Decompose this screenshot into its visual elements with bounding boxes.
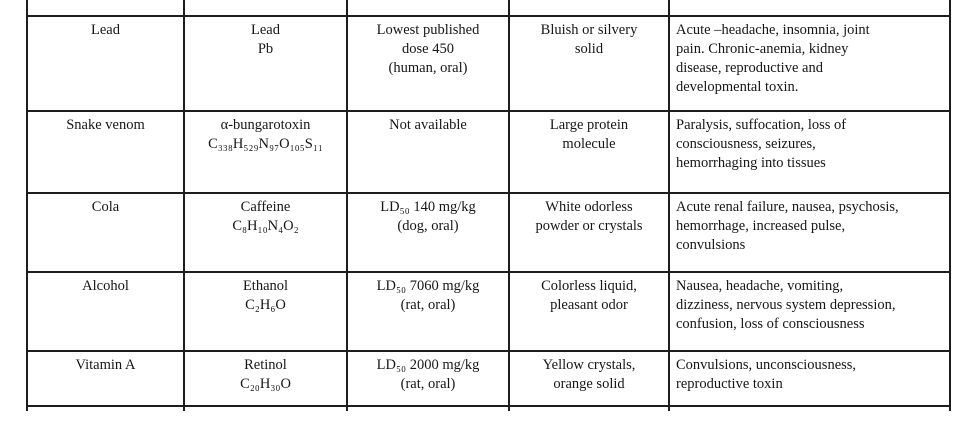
cell-chemical-formula: Ethanol C₂H₆O <box>185 273 348 352</box>
column-line-stub <box>508 407 510 411</box>
column-line-stub <box>26 407 28 411</box>
table-cell-empty <box>28 0 185 17</box>
cell-effects: Acute –headache, insomnia, joint pain. C… <box>670 17 951 112</box>
cell-effects: Acute renal failure, nausea, psychosis, … <box>670 194 951 273</box>
column-line-stub <box>949 407 951 411</box>
column-line-stub <box>183 407 185 411</box>
cell-appearance: White odorless powder or crystals <box>510 194 670 273</box>
table-cell-empty <box>670 0 951 17</box>
cell-effects: Convulsions, unconsciousness, reproducti… <box>670 352 951 407</box>
cell-appearance: Colorless liquid, pleasant odor <box>510 273 670 352</box>
cell-dose: Lowest published dose 450 (human, oral) <box>348 17 510 112</box>
cell-substance: Snake venom <box>28 112 185 194</box>
cell-appearance: Large protein molecule <box>510 112 670 194</box>
cell-substance: Lead <box>28 17 185 112</box>
table-cell-empty <box>510 0 670 17</box>
toxicity-table: Lead Lead Pb Lowest published dose 450 (… <box>26 0 951 407</box>
cell-chemical-formula: Retinol C₂₀H₃₀O <box>185 352 348 407</box>
table-cell-empty <box>348 0 510 17</box>
cell-appearance: Yellow crystals, orange solid <box>510 352 670 407</box>
cell-dose: LD₅₀ 7060 mg/kg (rat, oral) <box>348 273 510 352</box>
column-line-stub <box>668 407 670 411</box>
column-line-stub <box>346 407 348 411</box>
table-cell-empty <box>185 0 348 17</box>
cell-substance: Cola <box>28 194 185 273</box>
cell-effects: Nausea, headache, vomiting, dizziness, n… <box>670 273 951 352</box>
cell-chemical-formula: Caffeine C₈H₁₀N₄O₂ <box>185 194 348 273</box>
cell-dose: LD₅₀ 140 mg/kg (dog, oral) <box>348 194 510 273</box>
cell-chemical-formula: α-bungarotoxin C₃₃₈H₅₂₉N₉₇O₁₀₅S₁₁ <box>185 112 348 194</box>
cell-substance: Vitamin A <box>28 352 185 407</box>
cell-appearance: Bluish or silvery solid <box>510 17 670 112</box>
cell-dose: Not available <box>348 112 510 194</box>
cell-chemical-formula: Lead Pb <box>185 17 348 112</box>
cell-substance: Alcohol <box>28 273 185 352</box>
cell-dose: LD₅₀ 2000 mg/kg (rat, oral) <box>348 352 510 407</box>
cell-effects: Paralysis, suffocation, loss of consciou… <box>670 112 951 194</box>
